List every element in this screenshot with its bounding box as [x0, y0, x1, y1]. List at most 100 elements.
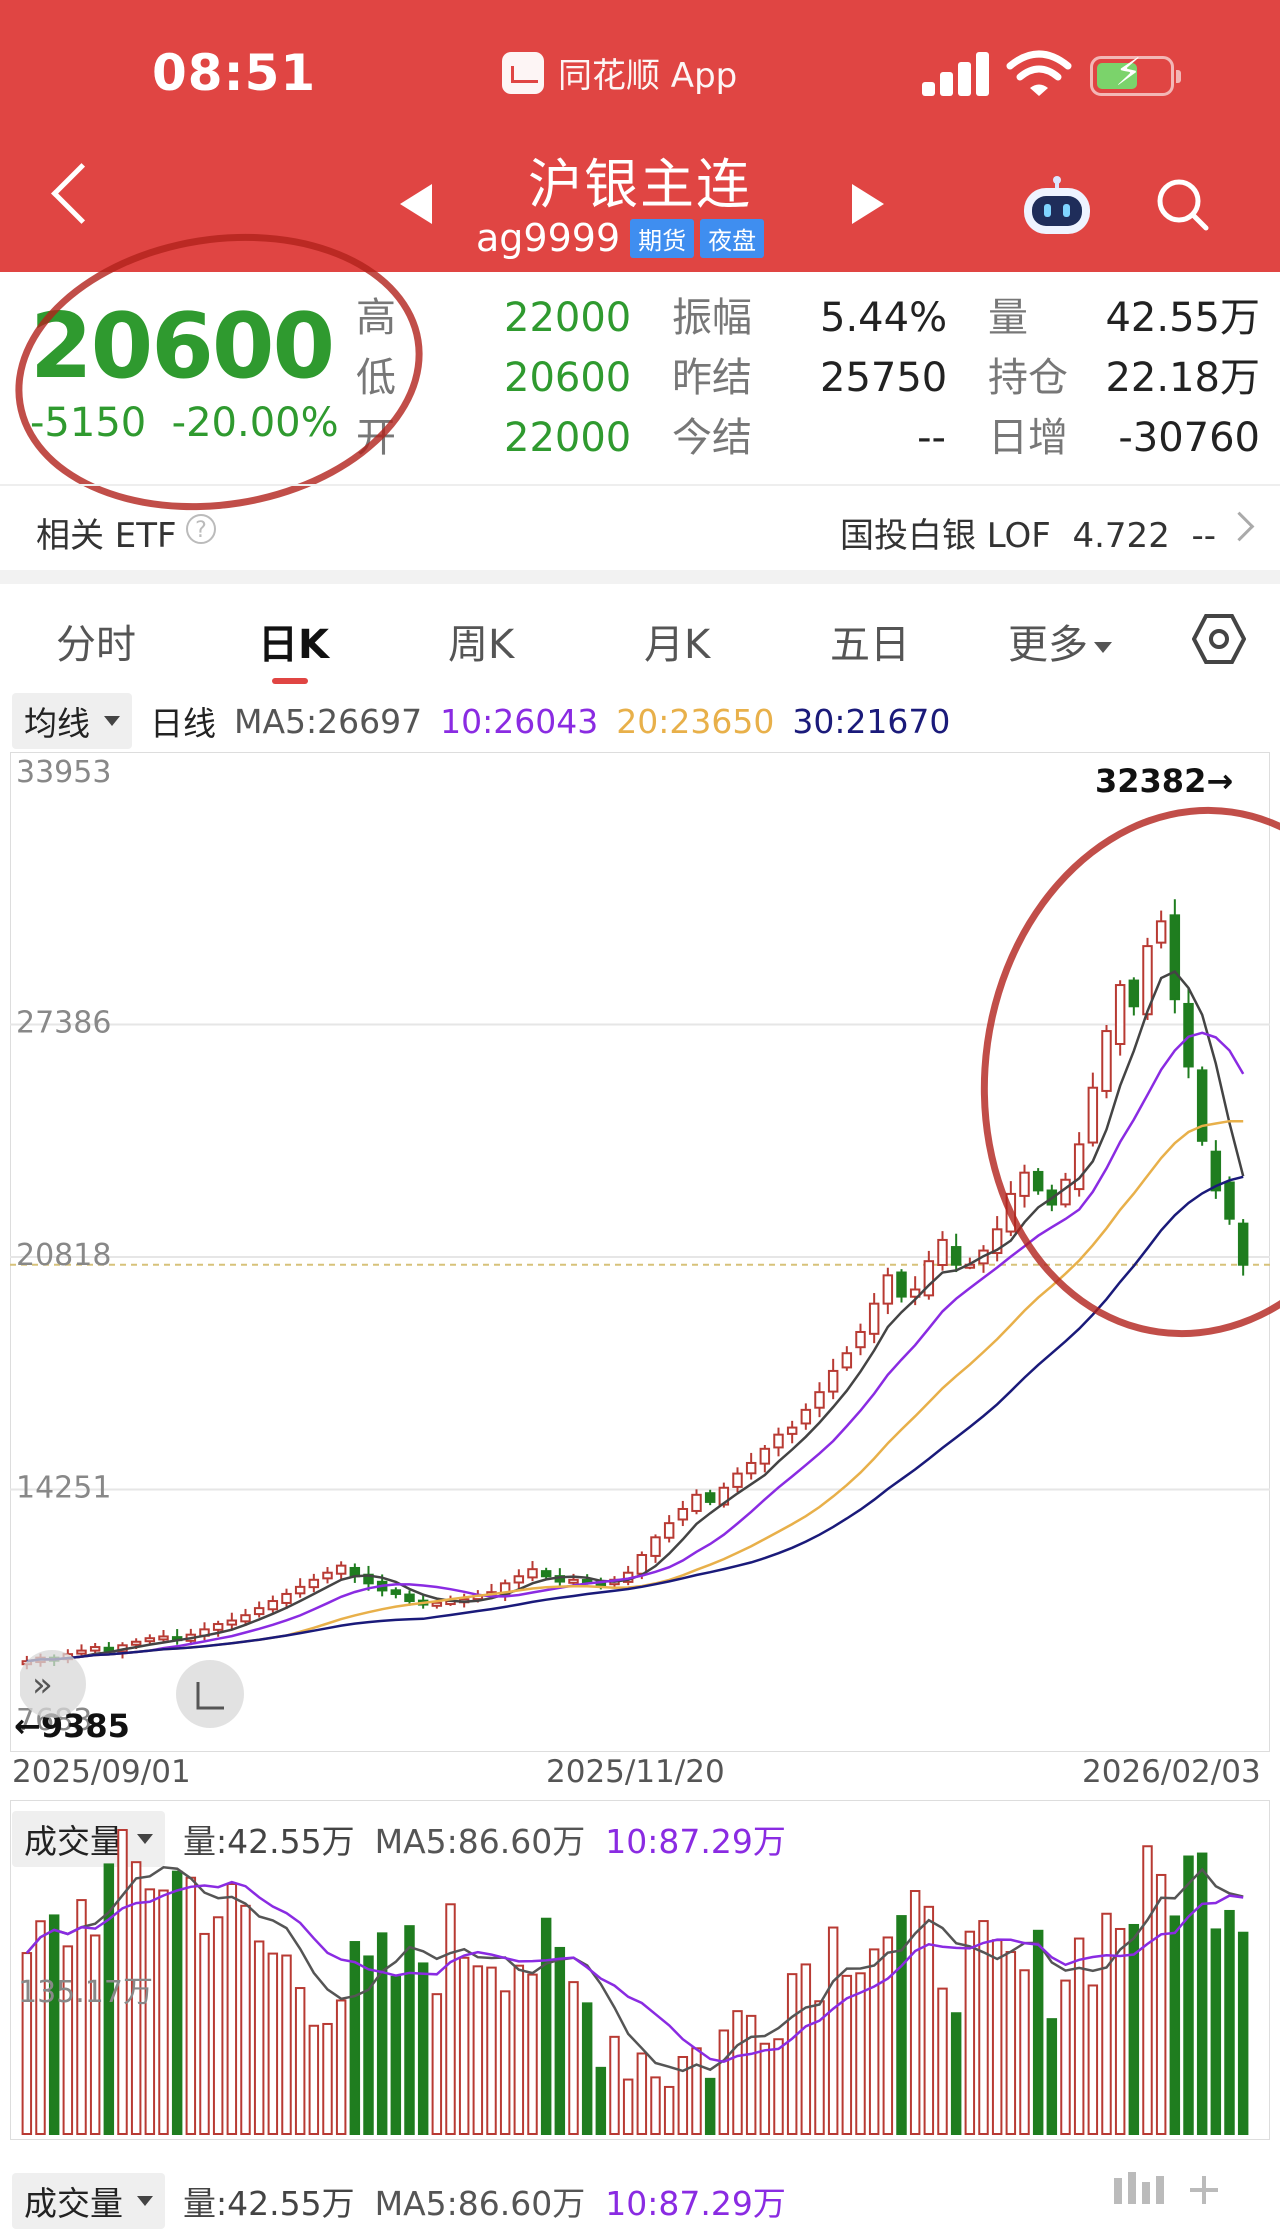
volume-bar	[1019, 1969, 1030, 2135]
volume-ma10-line	[25, 1880, 1244, 2064]
y-tick-label: 33953	[16, 755, 111, 790]
label-volume: 量	[988, 295, 1028, 341]
instrument-code-row: ag9999 期货 夜盘	[476, 216, 765, 260]
candle-body	[103, 1646, 115, 1652]
candle-body	[1210, 1150, 1222, 1192]
tab-intraday[interactable]: 分时	[56, 622, 136, 668]
volume-bar	[554, 1946, 566, 2135]
label-open-interest: 持仓	[988, 355, 1068, 401]
candle-body	[1169, 914, 1181, 1001]
candle-body	[868, 1302, 880, 1335]
candle-body	[663, 1522, 675, 1539]
ma5-value: MA5:26697	[234, 701, 423, 741]
candle-body	[814, 1391, 825, 1409]
date-start: 2025/09/01	[12, 1754, 191, 1790]
instrument-code: ag9999	[476, 216, 621, 260]
etf-label: 相关 ETF	[36, 516, 177, 556]
label-open: 开	[356, 415, 396, 461]
candle-body	[923, 1260, 935, 1297]
candle-body	[800, 1408, 812, 1425]
prev-arrow-icon[interactable]	[400, 184, 432, 224]
volume-bar	[62, 1945, 74, 2135]
volume-bar	[745, 2014, 757, 2135]
volume-bar	[185, 1876, 197, 2135]
section-divider	[0, 570, 1280, 584]
candle-body	[636, 1554, 648, 1575]
ma10-line	[26, 1031, 1245, 1663]
drag-handle-icon[interactable]	[1112, 2168, 1222, 2212]
volume-bar	[718, 2029, 730, 2135]
candle-body	[1128, 979, 1140, 1008]
quote-values-col3: 42.55万 22.18万 -30760	[1090, 288, 1260, 468]
search-icon[interactable]	[1154, 176, 1210, 232]
volume-bar	[1224, 1909, 1235, 2135]
caret-down-icon	[104, 716, 120, 726]
volume-selector[interactable]: 成交量	[12, 1811, 165, 1867]
volume-bar	[267, 1952, 279, 2135]
next-arrow-icon[interactable]	[852, 184, 884, 224]
candle-body	[855, 1330, 866, 1349]
volume-selector-2[interactable]: 成交量	[12, 2173, 165, 2229]
volume-current: 量:42.55万	[183, 1822, 355, 1861]
quote-labels-col1: 高 低 开	[356, 288, 396, 468]
volume-bar	[1032, 1929, 1044, 2135]
volume-bar	[117, 1829, 128, 2135]
tab-weekly-k[interactable]: 周K	[448, 622, 515, 668]
volume-y-tick: 135.17万	[18, 1975, 153, 2010]
candle-body	[404, 1593, 415, 1603]
volume-bar	[923, 1905, 935, 2135]
candle-body	[1224, 1181, 1235, 1220]
label-daily-change: 日增	[988, 415, 1068, 461]
tab-monthly-k[interactable]: 月K	[644, 622, 711, 668]
volume-bar	[76, 1899, 87, 2135]
volume-bar	[595, 2066, 607, 2136]
volume-bar	[663, 2085, 675, 2135]
candle-body	[909, 1288, 921, 1298]
volume-bar	[1210, 1928, 1222, 2135]
wifi-icon	[1006, 50, 1072, 96]
tab-daily-k[interactable]: 日K	[258, 622, 329, 668]
candle-body	[158, 1635, 169, 1641]
volume-bar	[773, 2038, 784, 2135]
candle-body	[240, 1614, 251, 1623]
candle-body	[745, 1461, 757, 1475]
volume-bar	[814, 2000, 825, 2135]
volume-chart[interactable]: 135.17万	[10, 1800, 1270, 2140]
value-daily-change: -30760	[1118, 415, 1260, 461]
scroll-back-button[interactable]	[20, 1650, 86, 1718]
quote-panel: 20600 -5150 -20.00% 高 低 开 22000 20600 22…	[0, 272, 1280, 482]
volume-bar	[1196, 1852, 1208, 2136]
tab-five-day[interactable]: 五日	[830, 622, 910, 668]
volume-bar	[1073, 1937, 1085, 2135]
volume-selector-label: 成交量	[24, 1822, 123, 1861]
candle-body	[759, 1447, 771, 1465]
candle-body	[540, 1570, 552, 1578]
volume-bar	[1046, 2018, 1058, 2136]
tab-more[interactable]: 更多	[1008, 612, 1112, 670]
volume-ma5: MA5:86.60万	[374, 1822, 586, 1861]
caret-down-icon	[137, 1834, 153, 1844]
volume-bar	[1101, 1912, 1112, 2135]
volume-bar	[1128, 1923, 1140, 2135]
quote-values-col1: 22000 20600 22000	[504, 288, 631, 468]
volume-bar	[937, 1987, 948, 2135]
volume-legend: 成交量 量:42.55万 MA5:86.60万 10:87.29万	[12, 1811, 786, 1867]
settings-icon[interactable]	[1192, 612, 1246, 666]
candle-body	[1196, 1069, 1208, 1142]
label-prev-settle: 昨结	[672, 355, 752, 401]
indicator-selector[interactable]: 均线	[12, 693, 132, 749]
robot-assistant-icon[interactable]	[1020, 176, 1094, 238]
fullscreen-button[interactable]	[176, 1660, 244, 1728]
app-header: 08:51 同花顺 App ⚡ 沪银主连 ag9999 期货 夜盘	[0, 0, 1280, 272]
candle-body	[1019, 1171, 1030, 1197]
candle-body	[882, 1274, 894, 1305]
caret-down-icon	[137, 2196, 153, 2206]
volume-bar	[158, 1889, 169, 2135]
candle-body	[937, 1238, 948, 1266]
help-icon[interactable]: ?	[186, 514, 216, 544]
low-marker: ←9385	[14, 1707, 130, 1745]
volume-bar	[568, 1981, 579, 2135]
candle-body	[677, 1507, 689, 1521]
related-etf-row[interactable]: 相关 ETF ? 国投白银 LOF 4.722 --	[0, 484, 1280, 570]
